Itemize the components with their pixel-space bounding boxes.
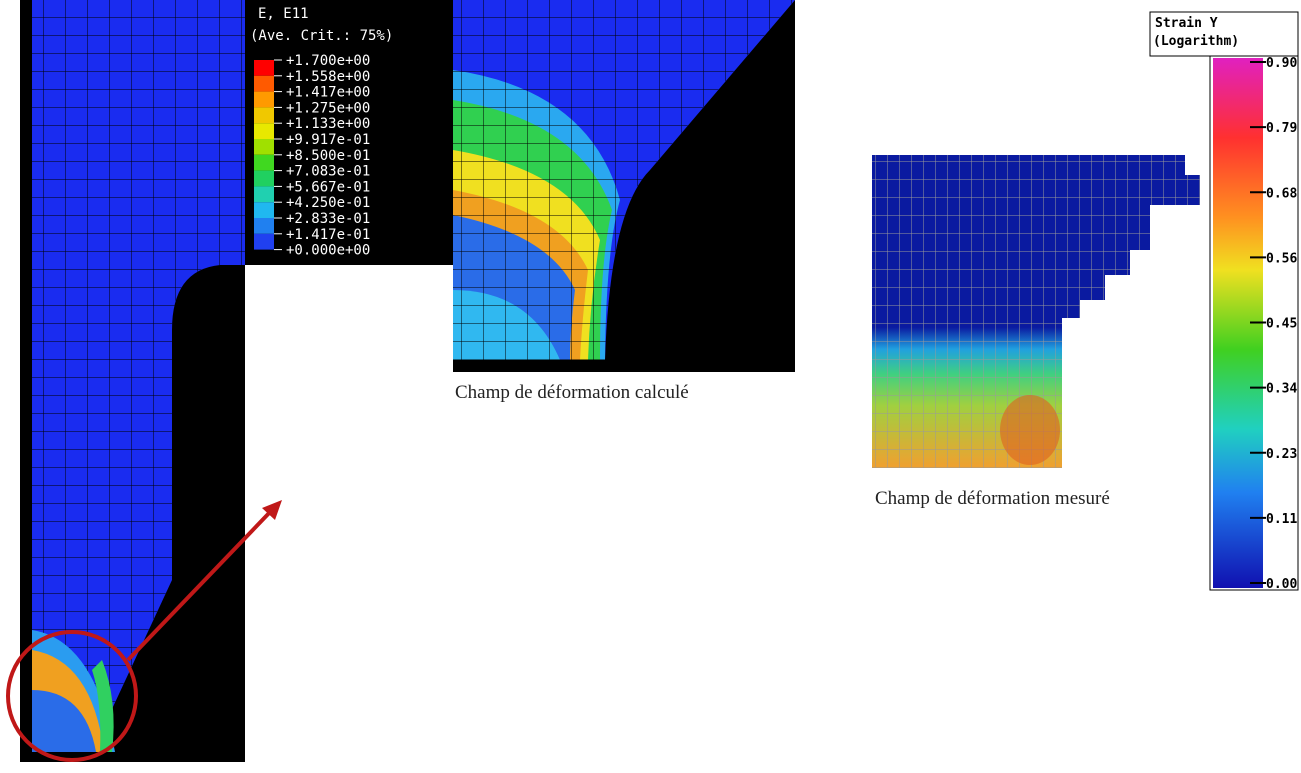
colorbar: Strain Y (Logarithm) 0.90 0.79 0.68 0.56 0.4…: [1149, 11, 1299, 592]
legend-label: +1.417e+00: [286, 85, 370, 101]
legend-swatch: [254, 75, 274, 92]
legend-subtitle: (Ave. Crit.: 75%): [250, 28, 393, 44]
colorbar-label: 0.56: [1266, 251, 1297, 266]
caption-computed: Champ de déformation calculé: [455, 382, 689, 403]
legend-label: +7.083e-01: [286, 164, 370, 180]
colorbar-title: Strain Y: [1155, 16, 1218, 31]
legend-label: +0.000e+00: [286, 243, 370, 259]
legend-swatch: [254, 170, 274, 187]
legend-swatch: [254, 139, 274, 155]
fe-legend: E, E11 (Ave. Crit.: 75%) +1.700e+00+1.55…: [245, 0, 467, 265]
legend-swatch: [254, 91, 274, 108]
caption-measured: Champ de déformation mesuré: [875, 488, 1110, 509]
legend-swatch: [254, 107, 274, 124]
legend-swatch: [254, 233, 274, 250]
legend-swatch: [254, 123, 274, 139]
legend-label: +4.250e-01: [286, 195, 370, 211]
legend-swatch: [254, 218, 274, 234]
colorbar-label: 0.11: [1266, 512, 1297, 527]
colorbar-label: 0.23: [1266, 447, 1297, 462]
colorbar-subtitle: (Logarithm): [1153, 34, 1239, 49]
zoom-arrow: [126, 508, 274, 662]
legend-label: +1.558e+00: [286, 69, 370, 85]
legend-label: +5.667e-01: [286, 179, 370, 195]
legend-label: +1.275e+00: [286, 100, 370, 116]
legend-swatch: [254, 202, 274, 218]
legend-title: E, E11: [258, 6, 309, 22]
fe-zoom: [453, 0, 795, 372]
measured-field: [872, 155, 1200, 468]
colorbar-label: 0.68: [1266, 186, 1297, 201]
colorbar-label: 0.34: [1266, 382, 1297, 397]
legend-label: +2.833e-01: [286, 211, 370, 227]
legend-label: +8.500e-01: [286, 148, 370, 164]
fe-model: [20, 0, 245, 762]
colorbar-label: 0.90: [1266, 56, 1297, 71]
legend-label: +9.917e-01: [286, 132, 370, 148]
colorbar-label: 0.00: [1266, 577, 1297, 592]
zoom-circle: [6, 630, 138, 762]
legend-label: +1.133e+00: [286, 116, 370, 132]
legend-swatch: [254, 60, 274, 76]
arrow-head: [262, 500, 282, 520]
legend-label: +1.700e+00: [286, 53, 370, 69]
legend-label: +1.417e-01: [286, 227, 370, 243]
colorbar-label: 0.79: [1266, 121, 1297, 136]
legend-swatch: [254, 154, 274, 171]
colorbar-label: 0.45: [1266, 317, 1297, 332]
legend-swatch: [254, 186, 274, 203]
